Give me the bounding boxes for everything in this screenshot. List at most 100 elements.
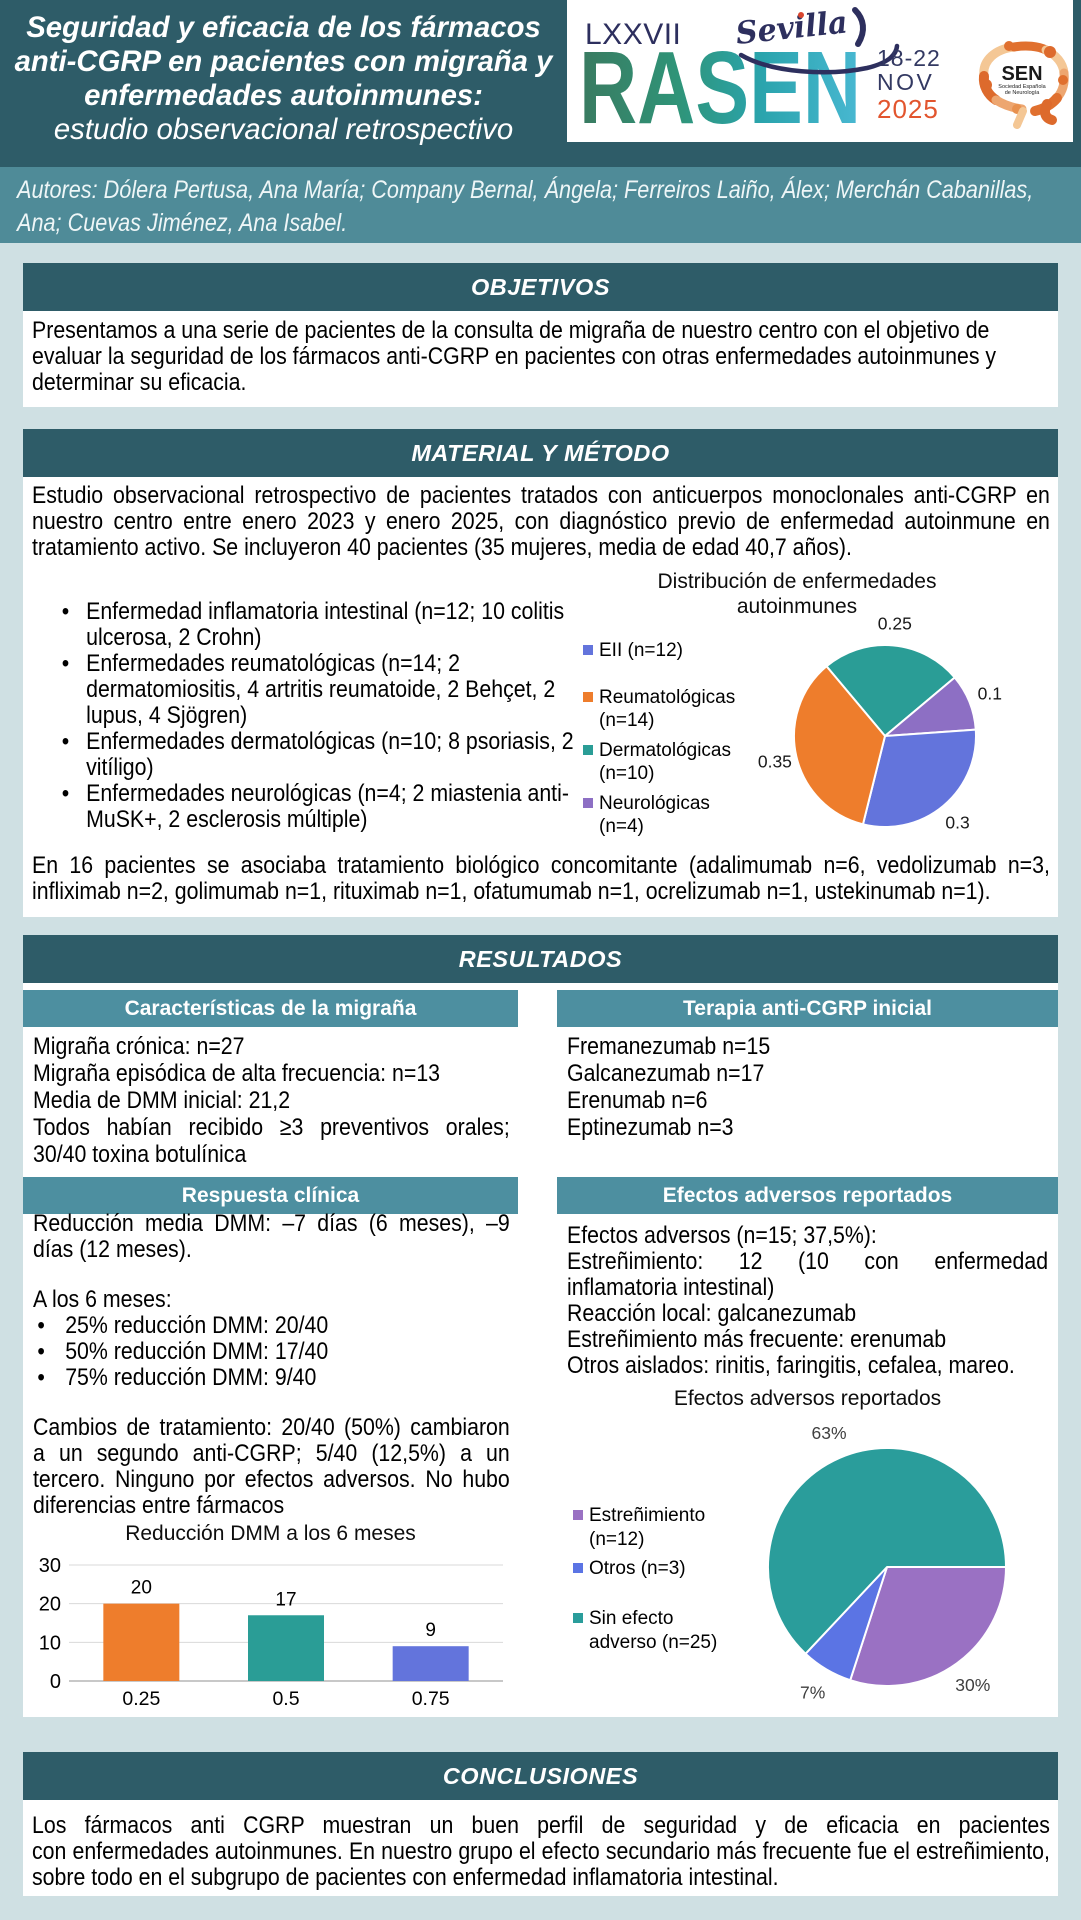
material-bullet-list: Enfermedad inflamatoria intestinal (n=12…	[60, 599, 604, 833]
adverse-text: Efectos adversos (n=15; 37,5%): Estreñimi…	[567, 1223, 1048, 1379]
migraine-line: Media de DMM inicial: 21,2	[33, 1087, 291, 1114]
adverse-paragraph-line: Estreñimiento más frecuente: erenumab	[567, 1326, 947, 1353]
material-bullet-line: MuSK+, 2 esclerosis múltiple)	[86, 806, 368, 833]
legend-item: Reumatológicas (n=14)	[583, 686, 758, 733]
legend-swatch-icon	[573, 1510, 583, 1520]
legend-item: Otros (n=3)	[573, 1557, 738, 1581]
sen-name-line2: de Neurología	[1005, 90, 1040, 96]
y-axis-tick-label: 0	[50, 1671, 61, 1693]
pie-slice-label: 7%	[800, 1683, 825, 1703]
adverse-paragraph: Reacción local: galcanezumab	[567, 1301, 1048, 1327]
clinical-line: a un segundo anti-CGRP; 5/40 (12,5%) a u…	[33, 1440, 510, 1467]
congress-logo-art: LXXVII RASEN Sevilla 18-22 NOV 2025	[579, 4, 1069, 145]
pie-slice	[793, 665, 886, 826]
pie-slice	[767, 1447, 1007, 1655]
y-axis-tick-label: 20	[39, 1594, 61, 1616]
objetivos-line: Presentamos a una serie de pacientes de …	[32, 317, 990, 344]
objetivos-line: determinar su eficacia.	[32, 369, 247, 396]
legend-label: Neurológicas (n=4)	[599, 792, 710, 838]
bar-chart: 0 10 20 30 20 0.25 17 0.5 9 0.75	[39, 1555, 503, 1710]
adverse-paragraph-line: Otros aislados: rinitis, faringitis, cef…	[567, 1352, 1015, 1379]
pie2-title: Efectos adversos reportados	[673, 1387, 942, 1410]
material-closing-line: infliximab n=2, golimumab n=1, rituximab…	[32, 878, 991, 905]
clinical-line: Reducción media DMM: –7 días (6 meses), …	[33, 1210, 510, 1237]
clinical-sublead: A los 6 meses:	[33, 1286, 172, 1313]
adverse-paragraph-line: Estreñimiento: 12 (10 con enfermedad	[567, 1248, 1049, 1275]
authors-text: Autores: Dólera Pertusa, Ana María; Comp…	[17, 174, 1058, 240]
objetivos-text: Presentamos a una serie de pacientes de …	[32, 318, 1050, 396]
objetivos-line: evaluar la seguridad de los fármacos ant…	[32, 343, 997, 370]
conclusiones-line: con enfermedades autoinmunes. En nuestro…	[32, 1838, 1050, 1865]
legend-swatch-icon	[583, 797, 593, 808]
material-heading: MATERIAL Y MÉTODO	[23, 429, 1058, 477]
city-flourish	[738, 43, 900, 75]
clinical-line: diferencias entre fármacos	[33, 1492, 285, 1519]
city-quote-stroke	[852, 7, 866, 47]
poster-title-line: anti-CGRP en pacientes con migraña y	[14, 45, 553, 78]
material-bullet-line: Enfermedades neurológicas (n=4; 2 miaste…	[86, 780, 569, 807]
x-axis-category-label: 0.25	[122, 1688, 160, 1710]
material-intro: Estudio observacional retrospectivo de p…	[32, 483, 1050, 561]
pie-slice	[861, 728, 977, 828]
authors-line: Ana; Cuevas Jiménez, Ana Isabel.	[17, 209, 348, 237]
legend-item: Neurológicas (n=4)	[583, 792, 758, 839]
legend-swatch-icon	[583, 691, 593, 702]
migraine-lines: Migraña crónica: n=27 Migraña episódica d…	[33, 1033, 510, 1114]
adverse-paragraph-line: Reacción local: galcanezumab	[567, 1300, 857, 1327]
pie-slice-label: 63%	[811, 1423, 846, 1443]
clinical-paragraph-1: Reducción media DMM: –7 días (6 meses), …	[33, 1211, 510, 1263]
clinical-heading: Respuesta clínica	[23, 1177, 518, 1214]
sen-name-line1: Sociedad Española	[998, 84, 1046, 90]
material-bullet-line: ulcerosa, 2 Crohn)	[86, 624, 262, 651]
legend-swatch-icon	[573, 1563, 583, 1573]
material-closing: En 16 pacientes se asociaba tratamiento …	[32, 853, 1050, 905]
conclusiones-line: Los fármacos anti CGRP muestran un buen …	[32, 1812, 1050, 1839]
sen-logo: SEN Sociedad Española de Neurología	[978, 41, 1069, 129]
clinical-line: tercero. Ninguno por efectos adversos. N…	[33, 1466, 510, 1493]
migraine-line: Migraña crónica: n=27	[33, 1033, 245, 1060]
bar	[103, 1603, 180, 1681]
objetivos-box: Presentamos a una serie de pacientes de …	[23, 311, 1058, 407]
pie-slice	[849, 1566, 1007, 1687]
conclusiones-line: sobre todo en el subgrupo de pacientes c…	[32, 1864, 779, 1891]
material-box: Estudio observacional retrospectivo de p…	[23, 477, 1058, 917]
legend-item: Estreñimiento (n=12)	[573, 1504, 738, 1552]
adverse-heading: Efectos adversos reportados	[557, 1177, 1058, 1214]
migraine-line: 30/40 toxina botulínica	[33, 1141, 247, 1168]
migraine-line: Todos habían recibido ≥3 preventivos ora…	[33, 1114, 510, 1141]
migraine-justified-paragraph: Todos habían recibido ≥3 preventivos ora…	[33, 1114, 510, 1168]
spacer	[33, 1391, 510, 1415]
bar	[392, 1646, 469, 1681]
legend-swatch-icon	[583, 744, 593, 755]
legend-label: Dermatológicas (n=10)	[599, 739, 731, 785]
legend-swatch-icon	[573, 1613, 583, 1623]
clinical-bullet: 50% reducción DMM: 17/40	[33, 1339, 510, 1366]
pie-slice-label: 0.3	[945, 813, 969, 833]
pie1-chart: 0.25 0.1 0.3 0.35	[758, 613, 1002, 833]
legend-item: Sin efecto adverso (n=25)	[573, 1607, 738, 1655]
legend-label: EII (n=12)	[599, 640, 683, 661]
spacer	[33, 1263, 510, 1287]
migraine-text: Migraña crónica: n=27 Migraña episódica d…	[33, 1033, 510, 1168]
material-closing-line: En 16 pacientes se asociaba tratamiento …	[32, 852, 1050, 879]
material-intro-line: Estudio observacional retrospectivo de p…	[32, 482, 1050, 509]
migraine-line: Migraña episódica de alta frecuencia: n=…	[33, 1060, 441, 1087]
conclusiones-heading: CONCLUSIONES	[23, 1752, 1058, 1800]
adverse-paragraph-line: Efectos adversos (n=15; 37,5%):	[567, 1222, 877, 1249]
clinical-bullet: 25% reducción DMM: 20/40	[33, 1313, 510, 1340]
legend-label: Estreñimiento (n=12)	[589, 1505, 706, 1550]
pie1-legend: EII (n=12) Reumatológicas (n=14) Dermatológ…	[583, 639, 758, 845]
authors-bar: Autores: Dólera Pertusa, Ana María; Comp…	[0, 167, 1081, 243]
conclusiones-box: Los fármacos anti CGRP muestran un buen …	[23, 1800, 1058, 1896]
pie-slice-label: 0.35	[758, 751, 792, 771]
clinical-text: Reducción media DMM: –7 días (6 meses), …	[33, 1211, 510, 1519]
material-bullet-line: Enfermedades dermatológicas (n=10; 8 pso…	[86, 728, 574, 755]
therapy-line: Erenumab n=6	[567, 1087, 708, 1114]
adverse-paragraph: Estreñimiento más frecuente: erenumab	[567, 1327, 1048, 1353]
adverse-paragraph: Otros aislados: rinitis, faringitis, cef…	[567, 1353, 1048, 1379]
adverse-paragraph: Estreñimiento: 12 (10 con enfermedad infl…	[567, 1249, 1048, 1301]
legend-swatch-icon	[583, 645, 593, 655]
clinical-bullet: 75% reducción DMM: 9/40	[33, 1365, 510, 1392]
congress-name: RASEN	[579, 30, 861, 142]
city-dot	[798, 12, 804, 18]
